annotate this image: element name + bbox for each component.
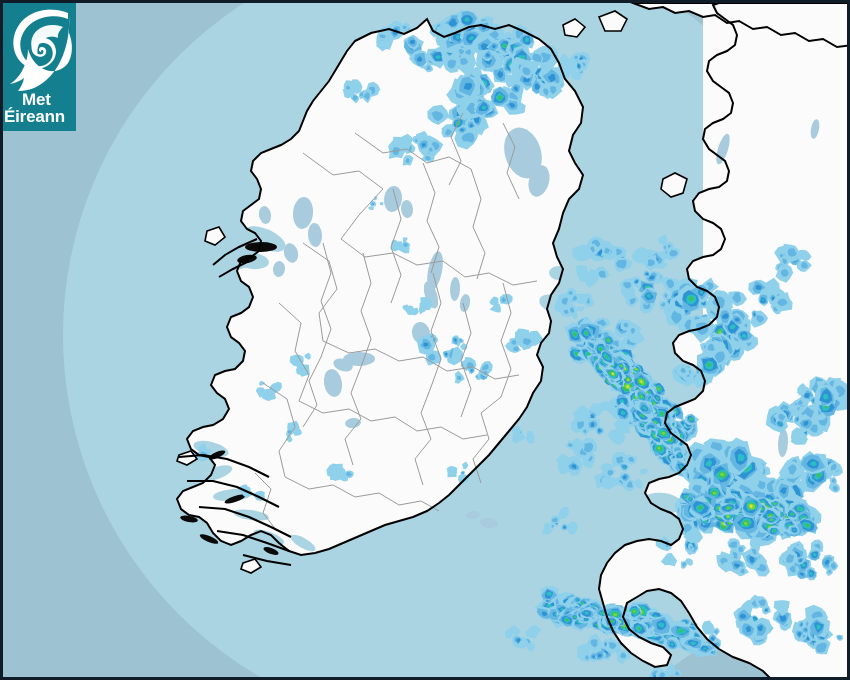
logo-wordmark: Met Éireann: [3, 91, 76, 131]
coastline-border-layer: [3, 3, 847, 677]
logo-text-met: Met: [22, 90, 51, 109]
met-eireann-spiral-icon: [7, 7, 73, 95]
logo-text-eireann: Éireann: [4, 107, 65, 126]
met-eireann-logo: Met Éireann: [3, 3, 76, 131]
radar-map-canvas-stack[interactable]: [3, 3, 847, 677]
